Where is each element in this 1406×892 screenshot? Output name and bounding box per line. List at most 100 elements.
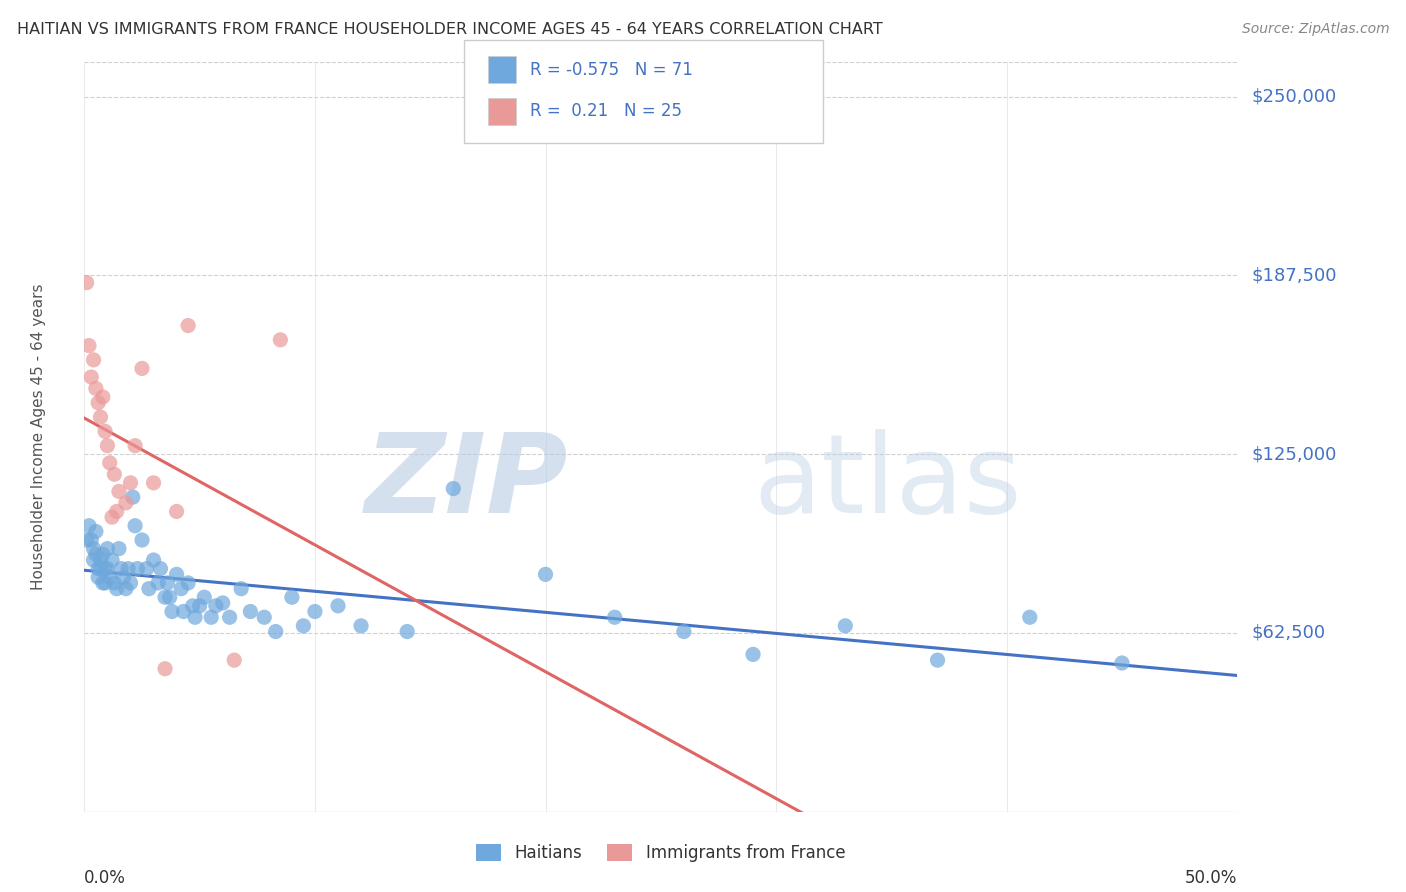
Point bbox=[184, 610, 207, 624]
Point bbox=[110, 561, 132, 575]
Point bbox=[124, 518, 146, 533]
Point bbox=[87, 396, 110, 410]
Point bbox=[1018, 610, 1040, 624]
Point bbox=[124, 439, 146, 453]
Point bbox=[170, 582, 193, 596]
Text: R = -0.575   N = 71: R = -0.575 N = 71 bbox=[530, 61, 693, 78]
Point bbox=[83, 541, 105, 556]
Point bbox=[94, 425, 117, 439]
Point bbox=[135, 561, 157, 575]
Point bbox=[115, 496, 138, 510]
Point bbox=[96, 439, 118, 453]
Text: 0.0%: 0.0% bbox=[84, 869, 127, 887]
Point bbox=[153, 591, 176, 605]
Point bbox=[96, 541, 118, 556]
Point bbox=[177, 576, 200, 591]
Point bbox=[188, 599, 211, 613]
Point bbox=[105, 582, 128, 596]
Point bbox=[292, 619, 315, 633]
Point bbox=[98, 456, 121, 470]
Point bbox=[101, 510, 124, 524]
Point bbox=[1111, 656, 1133, 670]
Point bbox=[396, 624, 419, 639]
Point bbox=[77, 338, 100, 352]
Point bbox=[224, 653, 246, 667]
Point bbox=[269, 333, 291, 347]
Point bbox=[131, 533, 153, 547]
Point bbox=[89, 553, 111, 567]
Point bbox=[142, 553, 165, 567]
Point bbox=[76, 533, 98, 547]
Point bbox=[76, 276, 98, 290]
Point bbox=[927, 653, 949, 667]
Text: $187,500: $187,500 bbox=[1251, 267, 1337, 285]
Point bbox=[166, 504, 188, 518]
Point bbox=[173, 605, 195, 619]
Point bbox=[281, 591, 304, 605]
Point bbox=[105, 504, 128, 518]
Point bbox=[77, 518, 100, 533]
Point bbox=[83, 352, 105, 367]
Point bbox=[83, 553, 105, 567]
Point bbox=[94, 576, 117, 591]
Point bbox=[115, 582, 138, 596]
Point bbox=[89, 410, 111, 425]
Point bbox=[91, 547, 114, 561]
Point bbox=[326, 599, 349, 613]
Point bbox=[211, 596, 233, 610]
Text: Householder Income Ages 45 - 64 years: Householder Income Ages 45 - 64 years bbox=[31, 284, 46, 591]
Point bbox=[108, 484, 131, 499]
Text: Source: ZipAtlas.com: Source: ZipAtlas.com bbox=[1241, 22, 1389, 37]
Point bbox=[142, 475, 165, 490]
Point bbox=[89, 561, 111, 575]
Point bbox=[80, 370, 103, 384]
Text: 50.0%: 50.0% bbox=[1185, 869, 1237, 887]
Text: R =  0.21   N = 25: R = 0.21 N = 25 bbox=[530, 103, 682, 120]
Point bbox=[121, 490, 143, 504]
Point bbox=[138, 582, 160, 596]
Point bbox=[108, 541, 131, 556]
Point bbox=[181, 599, 204, 613]
Point bbox=[146, 576, 169, 591]
Text: $125,000: $125,000 bbox=[1251, 445, 1337, 463]
Point bbox=[112, 570, 135, 584]
Point bbox=[218, 610, 240, 624]
Point bbox=[834, 619, 856, 633]
Point bbox=[742, 648, 765, 662]
Point bbox=[117, 561, 139, 575]
Point bbox=[80, 533, 103, 547]
Point bbox=[87, 561, 110, 575]
Point bbox=[672, 624, 695, 639]
Text: $62,500: $62,500 bbox=[1251, 624, 1326, 642]
Point bbox=[84, 547, 107, 561]
Point bbox=[304, 605, 326, 619]
Point bbox=[120, 576, 142, 591]
Point bbox=[231, 582, 253, 596]
Point bbox=[253, 610, 276, 624]
Point bbox=[96, 561, 118, 575]
Text: HAITIAN VS IMMIGRANTS FROM FRANCE HOUSEHOLDER INCOME AGES 45 - 64 YEARS CORRELAT: HAITIAN VS IMMIGRANTS FROM FRANCE HOUSEH… bbox=[17, 22, 883, 37]
Point bbox=[159, 591, 181, 605]
Point bbox=[103, 576, 125, 591]
Point bbox=[239, 605, 262, 619]
Text: $250,000: $250,000 bbox=[1251, 87, 1336, 106]
Point bbox=[166, 567, 188, 582]
Text: atlas: atlas bbox=[754, 428, 1022, 535]
Point bbox=[153, 662, 176, 676]
Point bbox=[84, 524, 107, 539]
Point bbox=[350, 619, 373, 633]
Point bbox=[84, 381, 107, 395]
Point bbox=[204, 599, 226, 613]
Point bbox=[603, 610, 626, 624]
Point bbox=[160, 605, 183, 619]
Legend: Haitians, Immigrants from France: Haitians, Immigrants from France bbox=[468, 836, 853, 871]
Point bbox=[103, 467, 125, 482]
Point bbox=[156, 576, 179, 591]
Point bbox=[91, 390, 114, 404]
Point bbox=[264, 624, 287, 639]
Text: ZIP: ZIP bbox=[366, 428, 568, 535]
Point bbox=[149, 561, 172, 575]
Point bbox=[193, 591, 215, 605]
Point bbox=[87, 570, 110, 584]
Point bbox=[120, 475, 142, 490]
